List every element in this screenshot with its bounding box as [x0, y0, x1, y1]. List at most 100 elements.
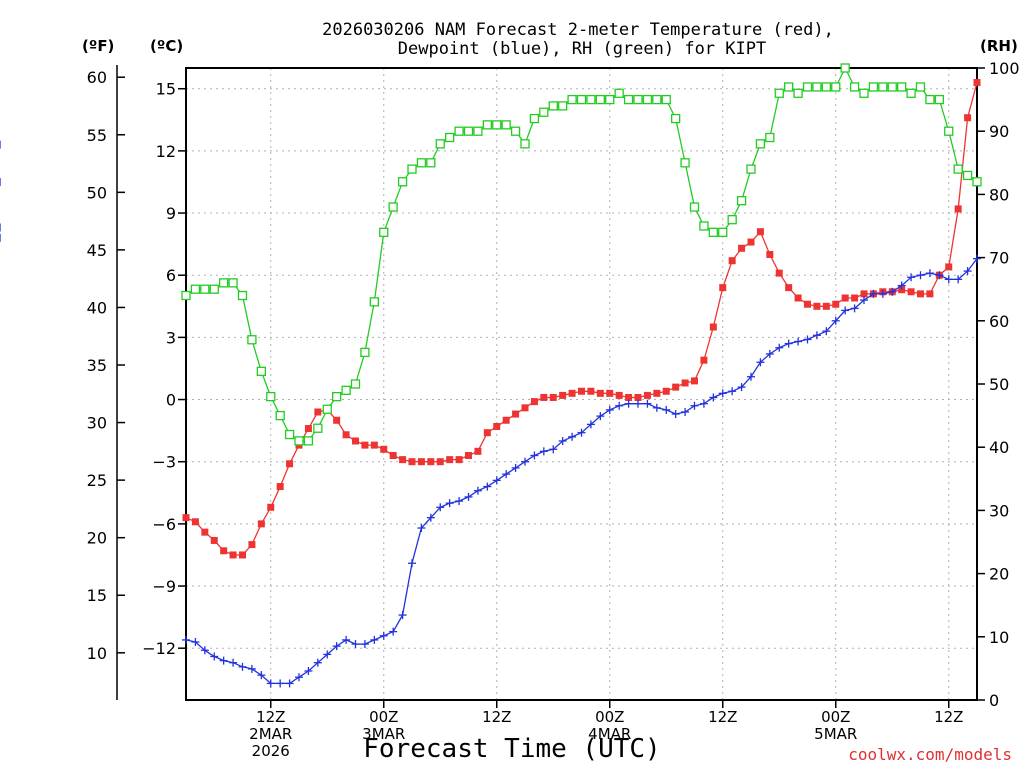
unit-label-fahrenheit: (ºF) — [82, 37, 114, 55]
temperature-point — [389, 451, 397, 459]
dewpoint-point — [502, 470, 511, 479]
temperature-point — [540, 393, 548, 401]
temperature-point — [964, 114, 972, 122]
dewpoint-point — [210, 652, 219, 661]
rh-point — [237, 290, 248, 301]
rh-point — [463, 126, 474, 136]
temperature-point — [756, 228, 764, 236]
temperature-point — [615, 391, 623, 399]
temperature-point — [719, 284, 727, 292]
temperature-point — [738, 244, 746, 252]
dewpoint-point — [718, 389, 727, 398]
series-layer — [0, 63, 982, 688]
plot-frame — [185, 67, 978, 701]
dewpoint-point — [200, 646, 209, 655]
rh-point — [586, 94, 596, 105]
dewpoint-point — [624, 399, 633, 408]
dewpoint-point — [615, 401, 624, 410]
dewpoint-point — [605, 405, 614, 414]
dewpoint-point — [521, 457, 529, 466]
dewpoint-point — [831, 316, 840, 325]
dewpoint-point — [511, 463, 520, 472]
temperature-point — [860, 290, 868, 298]
rh-point — [849, 82, 860, 92]
celsius-tick-label: 0 — [166, 391, 176, 410]
dewpoint-point — [577, 428, 586, 437]
rh-point — [558, 101, 568, 111]
temperature-point — [926, 290, 934, 298]
dewpoint-point — [925, 269, 934, 278]
fahrenheit-tick-label: 35 — [87, 356, 107, 375]
dewpoint-point — [370, 635, 379, 644]
rh-point — [821, 82, 831, 92]
temperature-point — [342, 431, 350, 439]
rh-point — [181, 290, 191, 301]
dewpoint-point — [822, 327, 831, 336]
temperature-point — [248, 541, 256, 549]
dewpoint-point — [737, 383, 746, 392]
x-axis-label: Forecast Time (UTC) — [363, 734, 660, 764]
dewpoint-point — [812, 331, 821, 340]
rh-point — [567, 94, 577, 105]
x-tick-label: 3MAR — [362, 725, 405, 743]
celsius-tick-label: 9 — [166, 204, 176, 223]
temperature-point — [380, 445, 388, 453]
dewpoint-point — [869, 289, 878, 298]
temperature-point — [276, 483, 284, 491]
celsius-tick-label: 12 — [156, 142, 176, 161]
x-tick-label: 00Z — [369, 708, 398, 726]
temperature-point — [568, 389, 576, 397]
rh-point — [718, 227, 728, 237]
temperature-point — [681, 379, 689, 387]
unit-label-rh: (RH) — [980, 37, 1018, 55]
dewpoint-point — [257, 671, 266, 680]
dewpoint-point — [775, 343, 784, 352]
rh-point — [501, 120, 511, 130]
rh-point — [341, 385, 351, 395]
rh-point — [379, 227, 389, 237]
rh-point — [972, 177, 982, 187]
rh-point — [360, 347, 370, 358]
rh-point — [652, 94, 662, 105]
temperature-point — [267, 503, 275, 511]
rh-point — [784, 82, 794, 92]
temperature-series — [182, 79, 981, 559]
temperature-point — [747, 238, 755, 246]
dewpoint-point — [756, 358, 765, 367]
temperature-point — [502, 416, 510, 424]
temperature-point — [794, 294, 802, 302]
temperature-point — [408, 458, 416, 466]
rh-point — [322, 404, 332, 414]
temperature-point — [483, 429, 491, 437]
rh-point — [925, 94, 935, 105]
rh-line — [185, 66, 978, 442]
rh-point — [332, 391, 342, 402]
fahrenheit-tick-label: 40 — [87, 298, 107, 317]
rh-point — [812, 82, 822, 92]
temperature-point — [333, 416, 341, 424]
rh-point — [313, 423, 323, 433]
dewpoint-point — [313, 658, 322, 667]
rh-point — [595, 94, 605, 105]
temperature-point — [945, 263, 953, 271]
dewpoint-point — [878, 289, 887, 298]
x-tick-label: 12Z — [256, 708, 285, 726]
temperature-point — [549, 393, 557, 401]
dewpoint-point — [182, 635, 190, 644]
dewpoint-point — [690, 401, 699, 410]
x-tick-label: 12Z — [934, 708, 963, 726]
rh-point — [953, 164, 963, 174]
temperature-point — [785, 284, 793, 292]
dewpoint-point — [229, 658, 238, 667]
dewpoint-point — [417, 524, 426, 533]
dewpoint-point — [558, 436, 567, 445]
temperature-point — [832, 300, 840, 308]
dewpoint-point — [586, 420, 595, 429]
temperature-point — [822, 302, 830, 310]
dewpoint-point — [238, 662, 247, 671]
rh-point — [275, 410, 285, 421]
fahrenheit-tick-label: 60 — [87, 68, 107, 87]
temperature-point — [220, 547, 228, 555]
rh-point — [831, 82, 841, 92]
rh-point — [482, 120, 492, 130]
